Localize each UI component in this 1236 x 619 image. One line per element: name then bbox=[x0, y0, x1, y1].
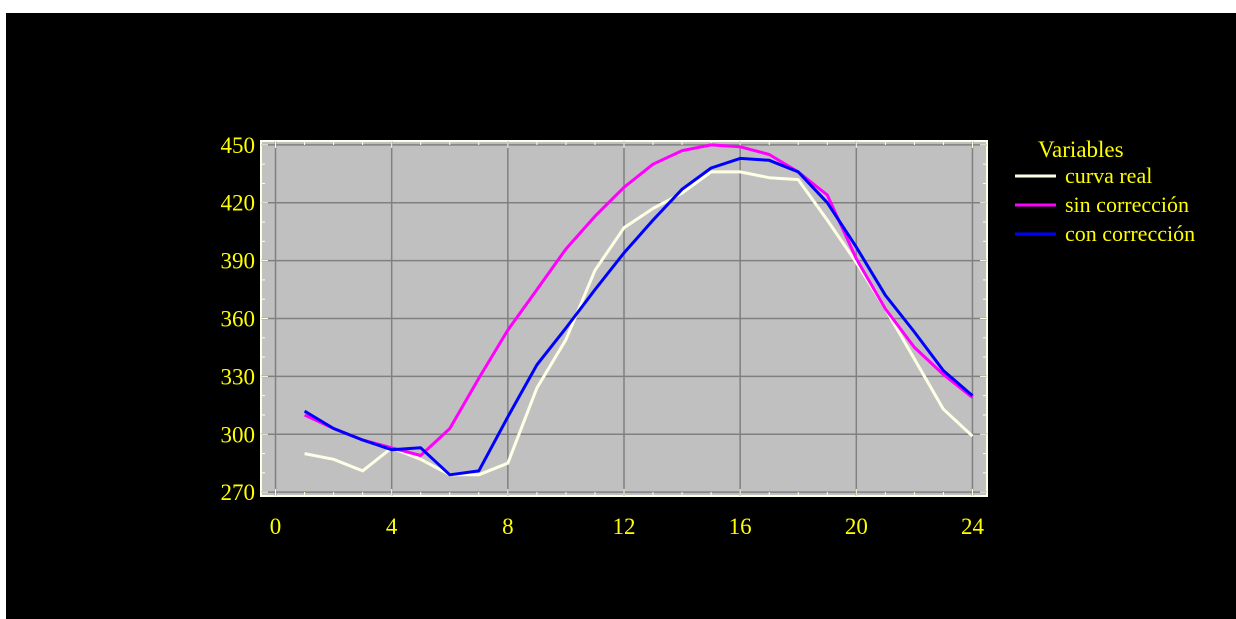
chart-frame: 0 4 8 12 16 20 24 270 300 330 360 390 420 450 Variabl… bbox=[6, 13, 1236, 619]
x-tick-label: 24 bbox=[961, 514, 985, 539]
x-tick-label: 12 bbox=[613, 514, 636, 539]
series-line-1 bbox=[304, 170, 974, 477]
y-tick-label: 390 bbox=[221, 249, 256, 274]
series-line-3 bbox=[303, 156, 974, 477]
y-tick-label: 300 bbox=[221, 422, 256, 447]
x-tick-label: 0 bbox=[270, 514, 282, 539]
x-tick-label: 8 bbox=[502, 514, 514, 539]
tick-labels: 0 4 8 12 16 20 24 270 300 330 360 390 420 450 bbox=[221, 133, 985, 539]
tick-marks bbox=[261, 141, 987, 496]
x-tick-label: 16 bbox=[729, 514, 752, 539]
legend-label-2: sin corrección bbox=[1065, 192, 1189, 217]
legend-title: Variables bbox=[1038, 137, 1124, 162]
legend: Variables curva real sin corrección con co… bbox=[1015, 137, 1195, 246]
legend-label-3: con corrección bbox=[1065, 221, 1195, 246]
line-chart: 0 4 8 12 16 20 24 270 300 330 360 390 420 450 Variabl… bbox=[221, 133, 1196, 539]
y-tick-label: 450 bbox=[221, 133, 256, 158]
x-tick-label: 20 bbox=[845, 514, 868, 539]
x-tick-label: 4 bbox=[386, 514, 398, 539]
series-line-2 bbox=[303, 143, 974, 457]
series-lines bbox=[303, 143, 974, 477]
y-tick-label: 360 bbox=[221, 307, 256, 332]
y-tick-label: 420 bbox=[221, 191, 256, 216]
grid bbox=[261, 141, 987, 496]
y-tick-label: 330 bbox=[221, 364, 256, 389]
y-tick-label: 270 bbox=[221, 480, 256, 505]
legend-label-1: curva real bbox=[1065, 163, 1152, 188]
